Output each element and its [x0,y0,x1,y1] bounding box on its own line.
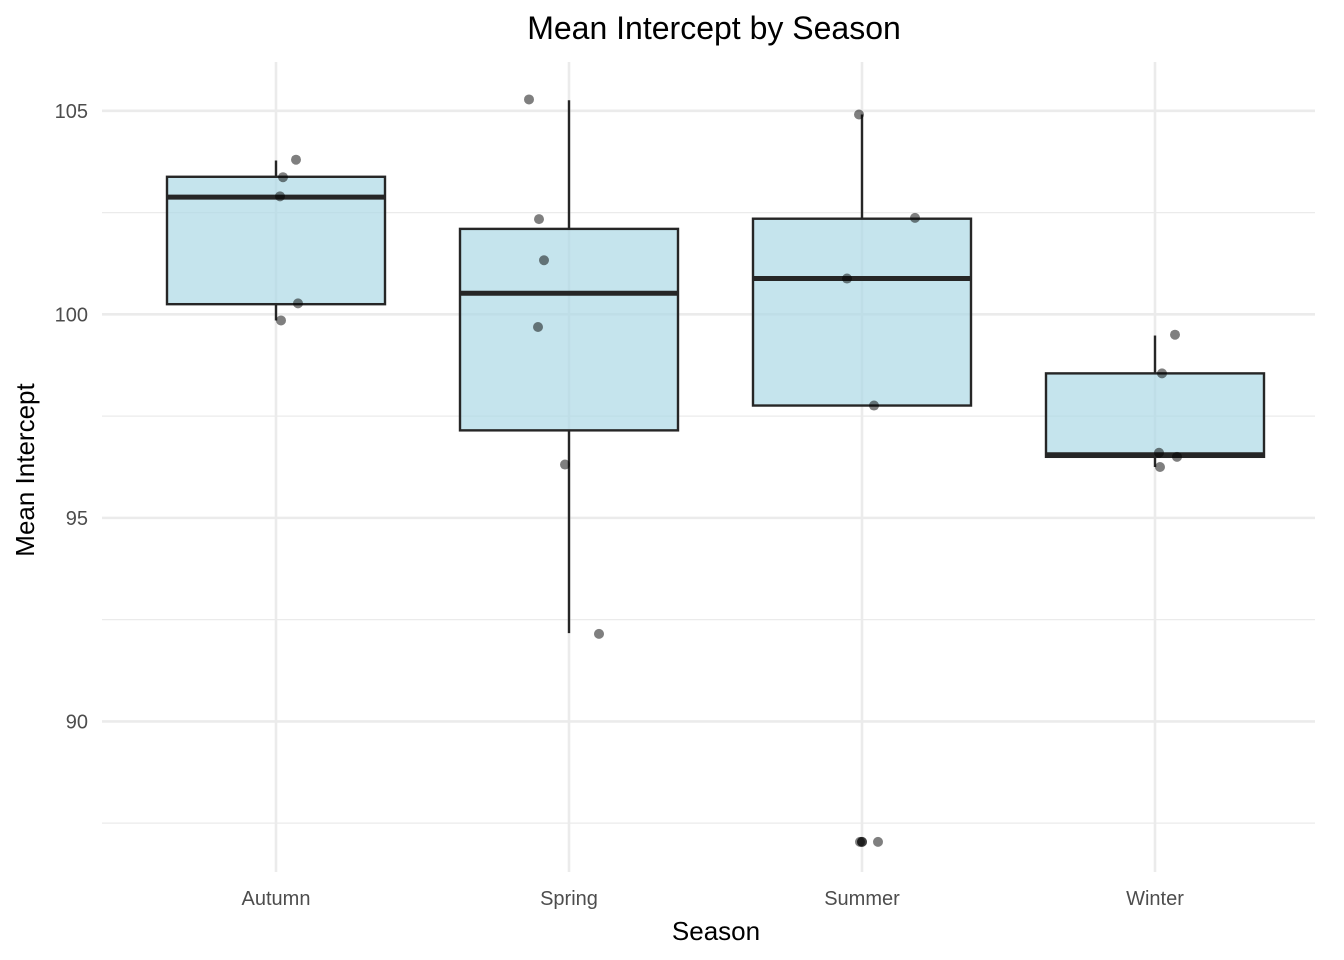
data-point [1155,462,1165,472]
y-tick-label: 90 [66,711,88,733]
data-point [1154,447,1164,458]
box [1044,372,1266,459]
x-tick-label: Spring [540,888,598,910]
data-point [524,94,534,105]
y-axis-title: Mean Intercept [10,383,40,557]
x-tick-label: Summer [824,888,900,910]
data-point [1170,329,1180,340]
data-point [275,191,285,202]
data-point [869,400,879,411]
jitter-points [275,94,1182,847]
chart-title: Mean Intercept by Season [527,10,901,46]
tick-labels: 90 95 100 105 Autumn Spring Summer Winter [55,101,1185,910]
data-point [534,214,544,225]
data-point [291,154,301,165]
data-point [842,273,852,284]
data-point [278,172,288,183]
data-point [533,321,543,332]
data-point [539,255,549,266]
data-point [276,315,286,326]
data-point [293,298,303,309]
box [751,217,973,407]
data-point [910,212,920,223]
y-tick-label: 95 [66,508,88,530]
x-tick-label: Winter [1126,888,1184,910]
data-point [855,836,865,847]
data-point [560,459,570,470]
x-axis-title: Season [672,916,760,946]
box [458,227,680,432]
data-point [594,628,604,639]
data-point [854,109,864,120]
data-point [873,836,883,847]
data-point [1157,368,1167,379]
y-tick-label: 105 [55,101,88,123]
boxes [165,100,1266,634]
x-tick-label: Autumn [242,888,311,910]
y-tick-label: 100 [55,304,88,326]
data-point [1172,451,1182,462]
